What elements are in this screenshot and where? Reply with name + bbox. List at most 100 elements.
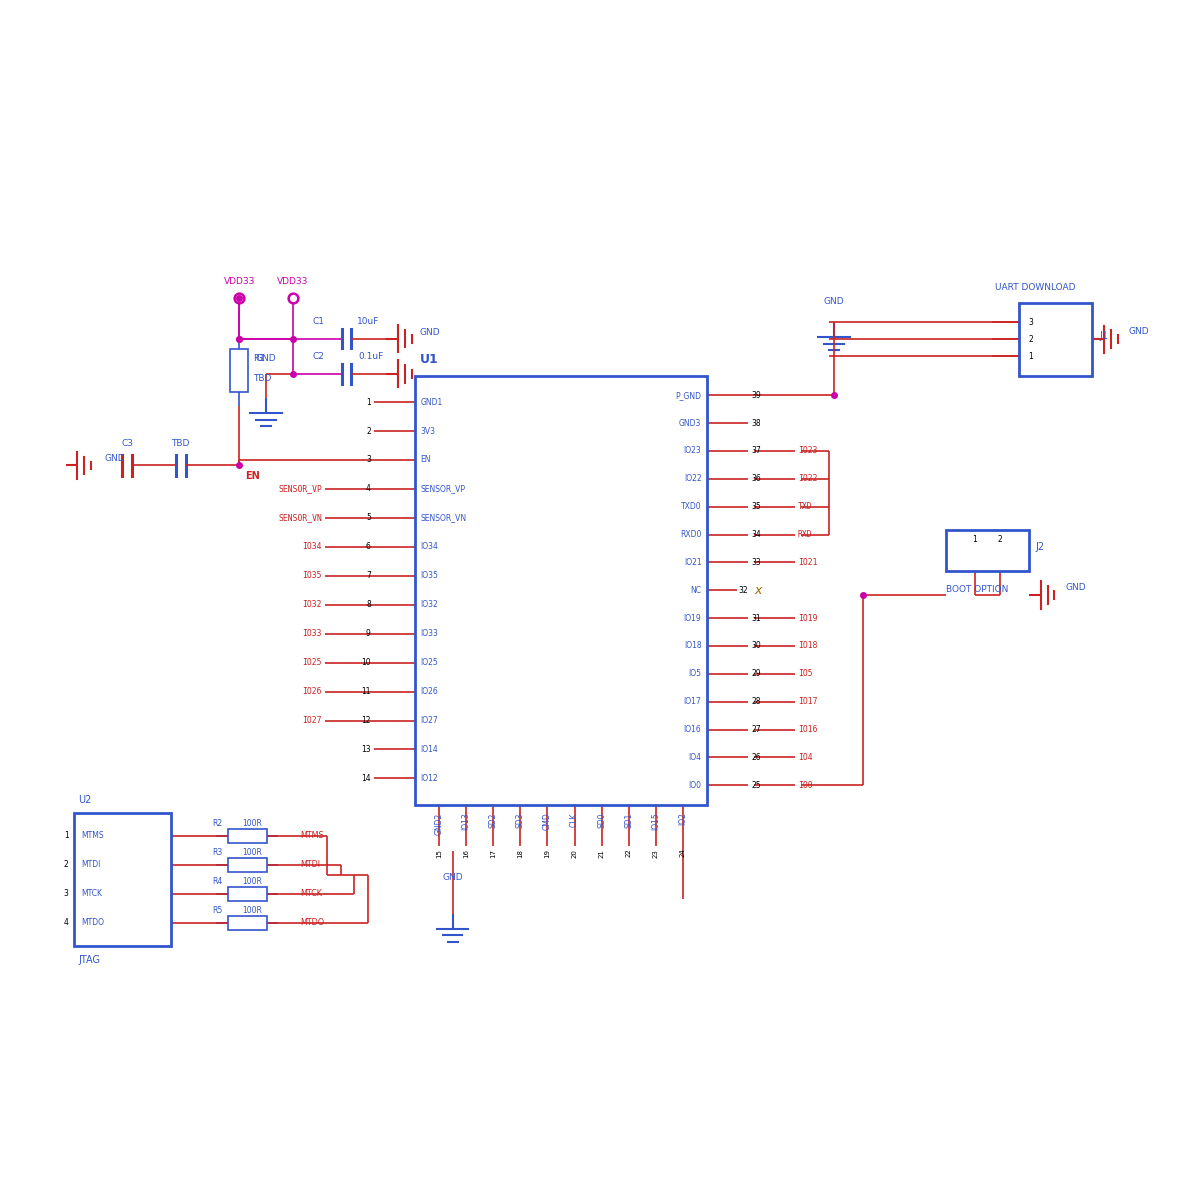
Text: GND1: GND1: [420, 397, 443, 407]
Text: 32: 32: [738, 586, 748, 595]
Text: IO13: IO13: [462, 812, 470, 830]
Bar: [946, 529, 1030, 571]
Text: 36: 36: [751, 474, 761, 484]
Text: 37: 37: [751, 446, 761, 456]
Text: 39: 39: [751, 391, 761, 400]
Text: TXD: TXD: [798, 502, 812, 511]
Text: IO0: IO0: [689, 781, 701, 790]
Text: MTDO: MTDO: [301, 918, 325, 928]
Text: IO17: IO17: [798, 697, 817, 706]
Text: IO23: IO23: [684, 446, 701, 456]
Text: IO19: IO19: [684, 613, 701, 623]
Text: JTAG: JTAG: [78, 955, 101, 965]
Text: IO27: IO27: [302, 716, 322, 725]
Text: IO25: IO25: [302, 658, 322, 667]
Text: IO34: IO34: [420, 542, 438, 551]
Text: IO18: IO18: [684, 642, 701, 650]
Text: 100R: 100R: [242, 820, 262, 828]
Text: IO2: IO2: [678, 812, 688, 826]
Text: TBD: TBD: [172, 439, 190, 448]
Text: 38: 38: [751, 419, 761, 427]
Text: 0.1uF: 0.1uF: [359, 352, 384, 361]
Text: 4: 4: [366, 485, 371, 493]
Text: IO21: IO21: [684, 558, 701, 566]
Bar: [228, 916, 266, 930]
Text: SENSOR_VN: SENSOR_VN: [420, 514, 467, 522]
Text: C3: C3: [121, 439, 133, 448]
Text: IO5: IO5: [798, 670, 812, 678]
Text: 10uF: 10uF: [356, 317, 379, 326]
Text: IO21: IO21: [798, 558, 817, 566]
Text: 33: 33: [751, 558, 761, 566]
Text: 34: 34: [751, 530, 761, 539]
Text: IO17: IO17: [684, 697, 701, 706]
Text: SD1: SD1: [624, 812, 634, 828]
Text: IO15: IO15: [652, 812, 660, 830]
Text: IO35: IO35: [302, 571, 322, 581]
Bar: [228, 858, 266, 871]
Text: GND3: GND3: [679, 419, 701, 427]
Text: MTMS: MTMS: [82, 832, 104, 840]
Text: 3V3: 3V3: [420, 426, 436, 436]
Text: GND2: GND2: [434, 812, 444, 835]
Text: 7: 7: [366, 571, 371, 581]
Text: IO12: IO12: [420, 774, 438, 782]
Text: IO22: IO22: [684, 474, 701, 484]
Text: 3: 3: [366, 456, 371, 464]
Text: GND: GND: [256, 354, 276, 364]
Text: GND: GND: [1128, 328, 1150, 336]
Text: MTCK: MTCK: [301, 889, 323, 899]
Text: NC: NC: [690, 586, 701, 595]
Text: 1: 1: [972, 535, 977, 545]
Bar: [228, 887, 266, 901]
Text: 4: 4: [64, 918, 68, 928]
Text: VDD33: VDD33: [277, 277, 308, 286]
Text: BOOT OPTION: BOOT OPTION: [946, 586, 1008, 594]
Text: EN: EN: [245, 472, 260, 481]
Text: IO14: IO14: [420, 745, 438, 754]
Text: VDD33: VDD33: [223, 277, 254, 286]
Text: 2: 2: [366, 426, 371, 436]
Text: IO19: IO19: [798, 613, 817, 623]
Text: MTCK: MTCK: [82, 889, 102, 899]
Text: 28: 28: [751, 697, 761, 706]
Text: 8: 8: [366, 600, 371, 610]
Text: 13: 13: [361, 745, 371, 754]
Text: 25: 25: [751, 781, 761, 790]
Text: 18: 18: [517, 848, 523, 858]
Text: IO5: IO5: [689, 670, 701, 678]
Text: R1: R1: [253, 354, 265, 364]
Text: MTMS: MTMS: [301, 832, 324, 840]
Text: 23: 23: [653, 848, 659, 858]
Text: J2: J2: [1036, 542, 1045, 552]
Text: GND: GND: [823, 296, 845, 306]
Text: IO27: IO27: [420, 716, 438, 725]
Text: C2: C2: [312, 352, 324, 361]
Text: 1: 1: [1028, 352, 1033, 361]
Text: U2: U2: [78, 794, 91, 805]
Text: IO16: IO16: [684, 725, 701, 734]
Text: CMD: CMD: [542, 812, 552, 830]
Text: 12: 12: [361, 716, 371, 725]
Text: MTDI: MTDI: [301, 860, 320, 869]
Text: 10: 10: [361, 658, 371, 667]
Text: R3: R3: [212, 848, 223, 857]
Text: SD0: SD0: [598, 812, 606, 828]
Text: IO32: IO32: [420, 600, 438, 610]
Text: 14: 14: [361, 774, 371, 782]
Text: 2: 2: [1028, 335, 1033, 343]
Text: IO4: IO4: [689, 752, 701, 762]
Text: 100R: 100R: [242, 877, 262, 886]
Text: IO25: IO25: [420, 658, 438, 667]
Text: 2: 2: [64, 860, 68, 869]
Text: SD2: SD2: [488, 812, 498, 828]
Text: J1: J1: [1099, 331, 1109, 341]
Text: MTDO: MTDO: [82, 918, 104, 928]
Text: R5: R5: [212, 906, 223, 914]
Text: 11: 11: [361, 688, 371, 696]
Text: 31: 31: [751, 613, 761, 623]
Text: 21: 21: [599, 848, 605, 858]
Text: SD3: SD3: [516, 812, 524, 828]
Text: GND: GND: [104, 454, 125, 462]
Text: 2: 2: [998, 535, 1003, 545]
